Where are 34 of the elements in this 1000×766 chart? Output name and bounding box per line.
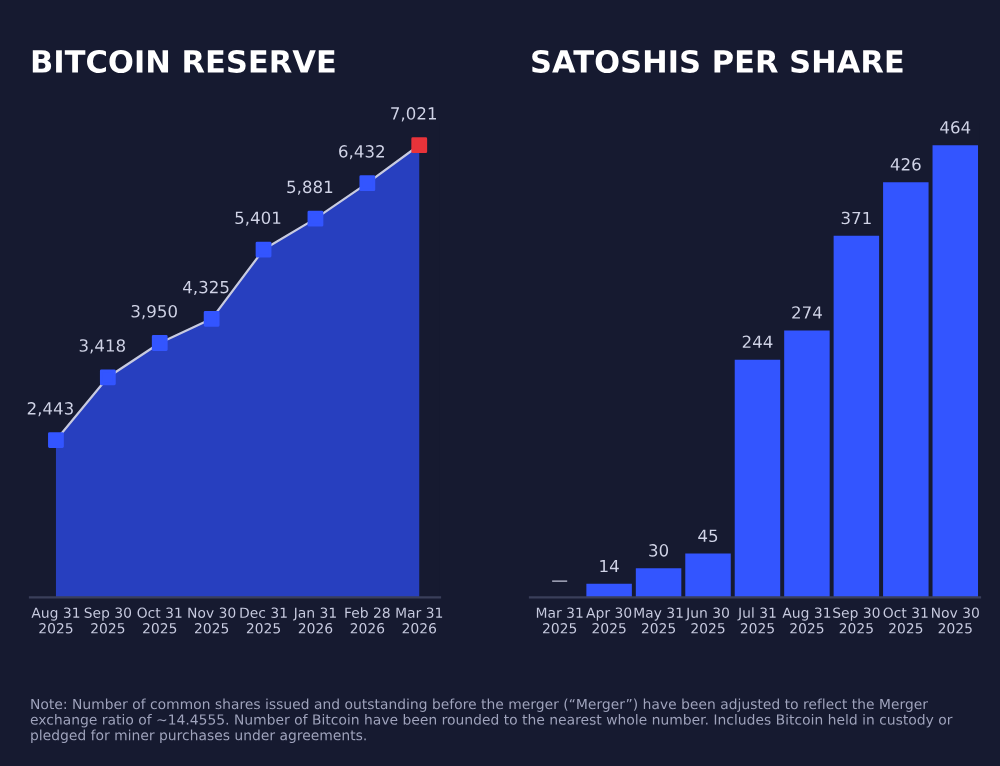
data-label: 30 <box>649 544 669 557</box>
data-label: 14 <box>600 559 619 573</box>
data-label: 464 <box>940 121 971 134</box>
point <box>48 432 64 448</box>
point <box>359 175 376 192</box>
data-label: 45 <box>698 529 718 543</box>
bar <box>734 359 781 598</box>
data-label: 3,950 <box>131 304 177 320</box>
point <box>151 335 168 351</box>
data-label: 2,443 <box>27 402 73 417</box>
point <box>255 241 272 258</box>
data-label: 3,418 <box>79 339 126 354</box>
data-label: 7,021 <box>391 107 436 122</box>
data-label: 244 <box>742 335 773 348</box>
point <box>99 369 116 386</box>
bar <box>833 235 880 598</box>
data-label: 426 <box>890 158 921 171</box>
bar <box>685 553 731 598</box>
data-label: 5,881 <box>287 180 333 195</box>
bar <box>883 182 929 598</box>
data-label: — <box>552 580 568 582</box>
chart-title: SATOSHIS PER SHARE <box>532 49 903 73</box>
data-label: 274 <box>792 306 822 319</box>
bar <box>784 330 830 598</box>
point <box>203 310 220 327</box>
data-label: 6,432 <box>339 145 384 160</box>
point <box>411 137 428 154</box>
point <box>307 210 324 227</box>
bar <box>932 145 979 598</box>
bar <box>635 568 682 598</box>
data-label: 371 <box>841 211 871 225</box>
chart-title: BITCOIN RESERVE <box>32 49 335 73</box>
data-label: 4,325 <box>183 280 229 296</box>
data-label: 5,401 <box>235 211 281 226</box>
